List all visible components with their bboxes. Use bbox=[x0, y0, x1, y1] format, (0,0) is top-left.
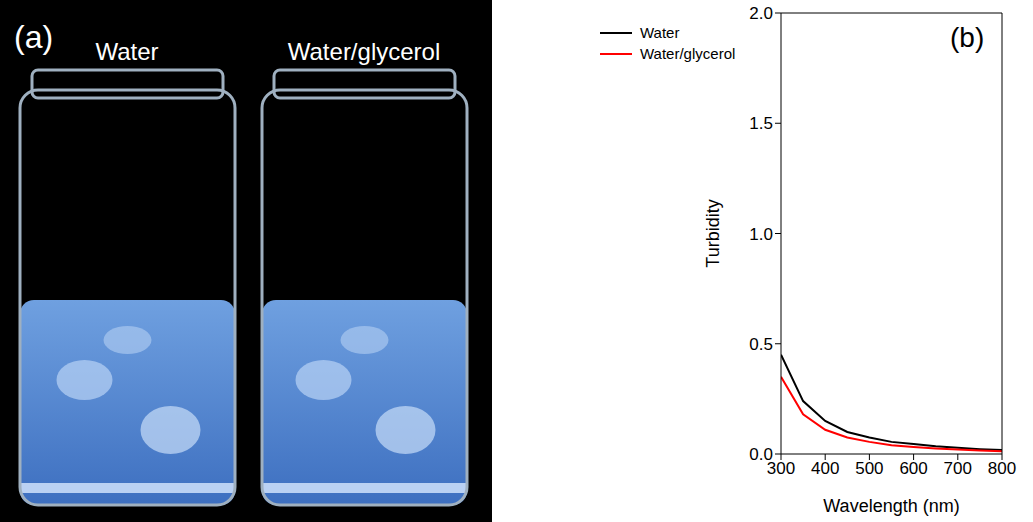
svg-text:(a): (a) bbox=[14, 19, 53, 55]
html-text:Water: Water bbox=[640, 24, 680, 41]
svg-text:500: 500 bbox=[855, 459, 883, 478]
svg-text:0.5: 0.5 bbox=[749, 335, 773, 354]
svg-text:Water: Water bbox=[95, 38, 158, 65]
svg-text:300: 300 bbox=[766, 459, 796, 479]
svg-text:1.0: 1.0 bbox=[749, 225, 773, 244]
svg-text:700: 700 bbox=[944, 459, 972, 478]
svg-text:0.0: 0.0 bbox=[749, 445, 773, 464]
html-text:(b): (b) bbox=[950, 22, 985, 53]
svg-text:2.0: 2.0 bbox=[749, 4, 773, 23]
svg-text:Water/glycerol: Water/glycerol bbox=[288, 38, 440, 65]
svg-text:800: 800 bbox=[988, 459, 1016, 478]
svg-text:400: 400 bbox=[811, 459, 839, 478]
svg-text:Wavelength (nm): Wavelength (nm) bbox=[823, 496, 959, 516]
html-text:Water/glycerol: Water/glycerol bbox=[640, 45, 736, 62]
svg-text:Turbidity: Turbidity bbox=[703, 199, 723, 267]
svg-text:1.5: 1.5 bbox=[749, 114, 773, 133]
svg-text:600: 600 bbox=[899, 459, 927, 478]
